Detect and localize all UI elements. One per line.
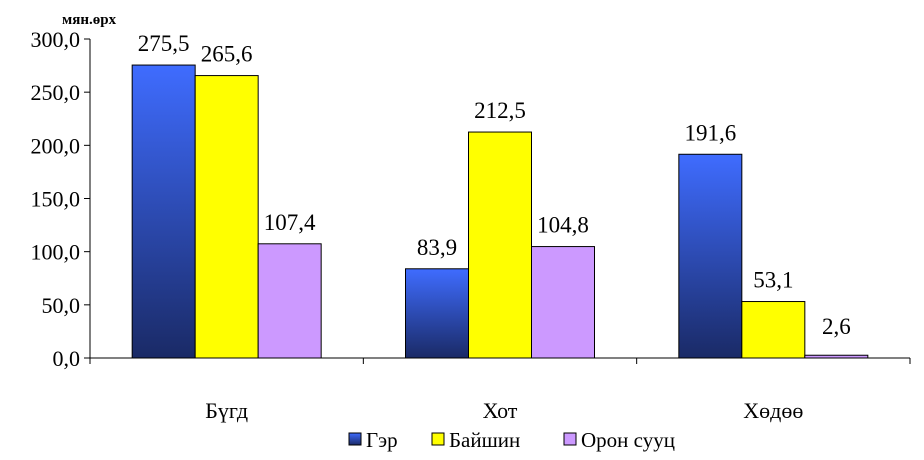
data-label: 212,5 [474,98,526,123]
legend-swatch [563,432,577,446]
axes: 0,0 50,0 100,0 150,0 200,0 250,0 300,0 Бүгд Хот Х… [31,27,911,423]
data-labels: 275,5 265,6 107,4 83,9 212,5 104,8 191,6 53,1 2,… [138,31,851,339]
bar-0-1 [405,268,469,359]
y-tick-label: 250,0 [31,80,81,105]
legend: Гэр Байшин Орон сууц [348,428,675,452]
y-tick-label: 0,0 [53,346,81,371]
legend-swatch [348,432,362,446]
y-tick-label: 100,0 [31,240,81,265]
bar-1-2 [741,301,806,359]
data-label: 53,1 [753,268,793,293]
data-label: 265,6 [201,42,253,67]
y-tick-label: 200,0 [31,133,81,158]
data-label: 104,8 [537,213,589,238]
bar-0-2 [678,153,743,359]
bar-0-0 [131,64,196,359]
bar-1-0 [194,75,259,359]
bar-2-1 [531,246,595,359]
bar-2-0 [257,243,322,359]
bar-1-1 [468,131,532,359]
data-label: 2,6 [822,314,851,339]
legend-label: Байшин [449,428,520,452]
data-label: 275,5 [138,31,190,56]
category-label: Бүгд [205,398,248,423]
y-tick-label: 300,0 [31,27,81,52]
category-label: Хөдөө [743,398,803,423]
y-unit-label: мян.өрх [62,12,117,28]
legend-label: Гэр [366,428,398,452]
category-label: Хот [483,398,518,423]
legend-label: Орон сууц [581,428,675,452]
data-label: 191,6 [684,120,736,145]
data-label: 107,4 [264,210,316,235]
bars [131,64,869,359]
bar-2-2 [804,354,869,359]
y-tick-label: 150,0 [31,187,81,212]
y-tick-label: 50,0 [42,293,81,318]
legend-swatch [431,432,445,446]
data-label: 83,9 [417,235,457,260]
